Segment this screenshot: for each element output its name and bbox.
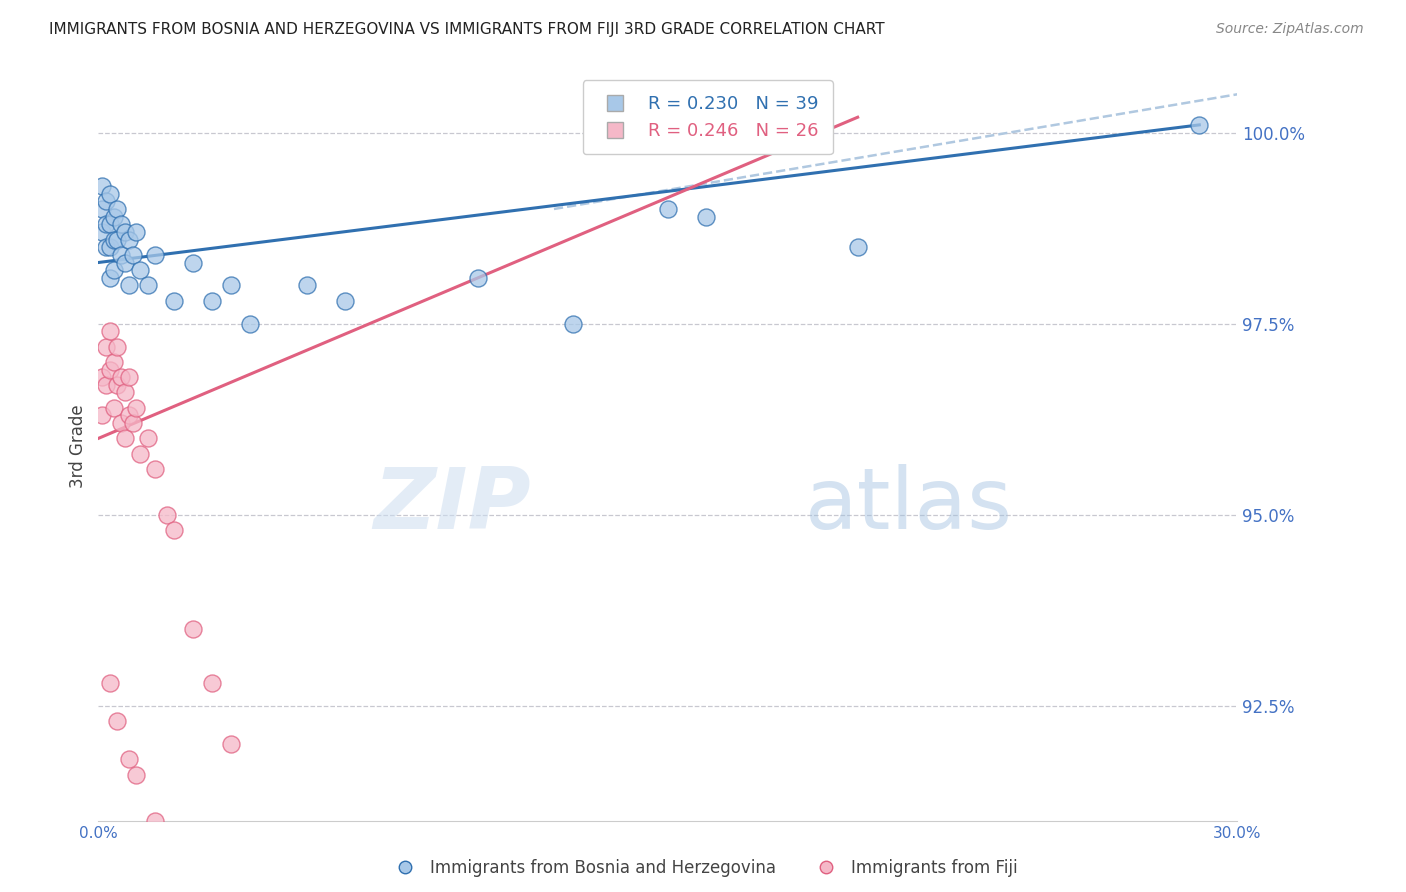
Point [145,248,167,262]
Point [114,255,136,269]
Point [163,293,186,308]
Point [103,233,125,247]
Point [125,401,148,415]
Point [98,676,121,690]
Point [136,431,159,445]
Point [114,385,136,400]
Point [118,409,141,423]
Point [118,370,141,384]
Point [129,447,152,461]
Point [118,752,141,766]
Point [183,623,205,637]
Point [183,255,205,269]
Point [297,278,319,293]
Point [98,324,121,338]
Point [221,278,243,293]
Point [91,409,114,423]
Point [335,293,357,308]
Point [107,233,129,247]
Text: IMMIGRANTS FROM BOSNIA AND HERZEGOVINA VS IMMIGRANTS FROM FIJI 3RD GRADE CORRELA: IMMIGRANTS FROM BOSNIA AND HERZEGOVINA V… [49,22,884,37]
Point [91,225,114,239]
Point [118,278,141,293]
Point [221,737,243,751]
Point [107,377,129,392]
Point [201,676,224,690]
Point [114,225,136,239]
Point [98,217,121,231]
Point [94,377,117,392]
Point [136,278,159,293]
Point [145,462,167,476]
Point [110,416,132,430]
Point [125,225,148,239]
Point [107,714,129,729]
Point [846,240,869,254]
Point [467,270,489,285]
Point [121,416,143,430]
Point [107,340,129,354]
Point [107,202,129,216]
Point [156,508,179,522]
Point [110,370,132,384]
Point [91,179,114,194]
Point [110,217,132,231]
Point [103,401,125,415]
Point [103,263,125,277]
Point [239,317,262,331]
Text: Source: ZipAtlas.com: Source: ZipAtlas.com [1216,22,1364,37]
Point [145,814,167,828]
Point [91,202,114,216]
Text: atlas: atlas [804,465,1012,548]
Point [94,240,117,254]
Point [103,210,125,224]
Point [1188,118,1211,132]
Point [103,355,125,369]
Point [94,194,117,209]
Point [91,370,114,384]
Point [98,362,121,376]
Point [118,233,141,247]
Point [94,217,117,231]
Point [562,317,585,331]
Point [695,210,717,224]
Point [121,248,143,262]
Point [94,340,117,354]
Point [98,270,121,285]
Point [657,202,679,216]
Point [98,186,121,201]
Point [163,523,186,537]
Point [114,431,136,445]
Legend: Immigrants from Bosnia and Herzegovina, Immigrants from Fiji: Immigrants from Bosnia and Herzegovina, … [381,853,1025,884]
Y-axis label: 3rd Grade: 3rd Grade [69,404,87,488]
Point [125,768,148,782]
Point [129,263,152,277]
Text: ZIP: ZIP [374,465,531,548]
Point [201,293,224,308]
Point [98,240,121,254]
Legend: R = 0.230   N = 39, R = 0.246   N = 26: R = 0.230 N = 39, R = 0.246 N = 26 [582,80,832,154]
Point [110,248,132,262]
